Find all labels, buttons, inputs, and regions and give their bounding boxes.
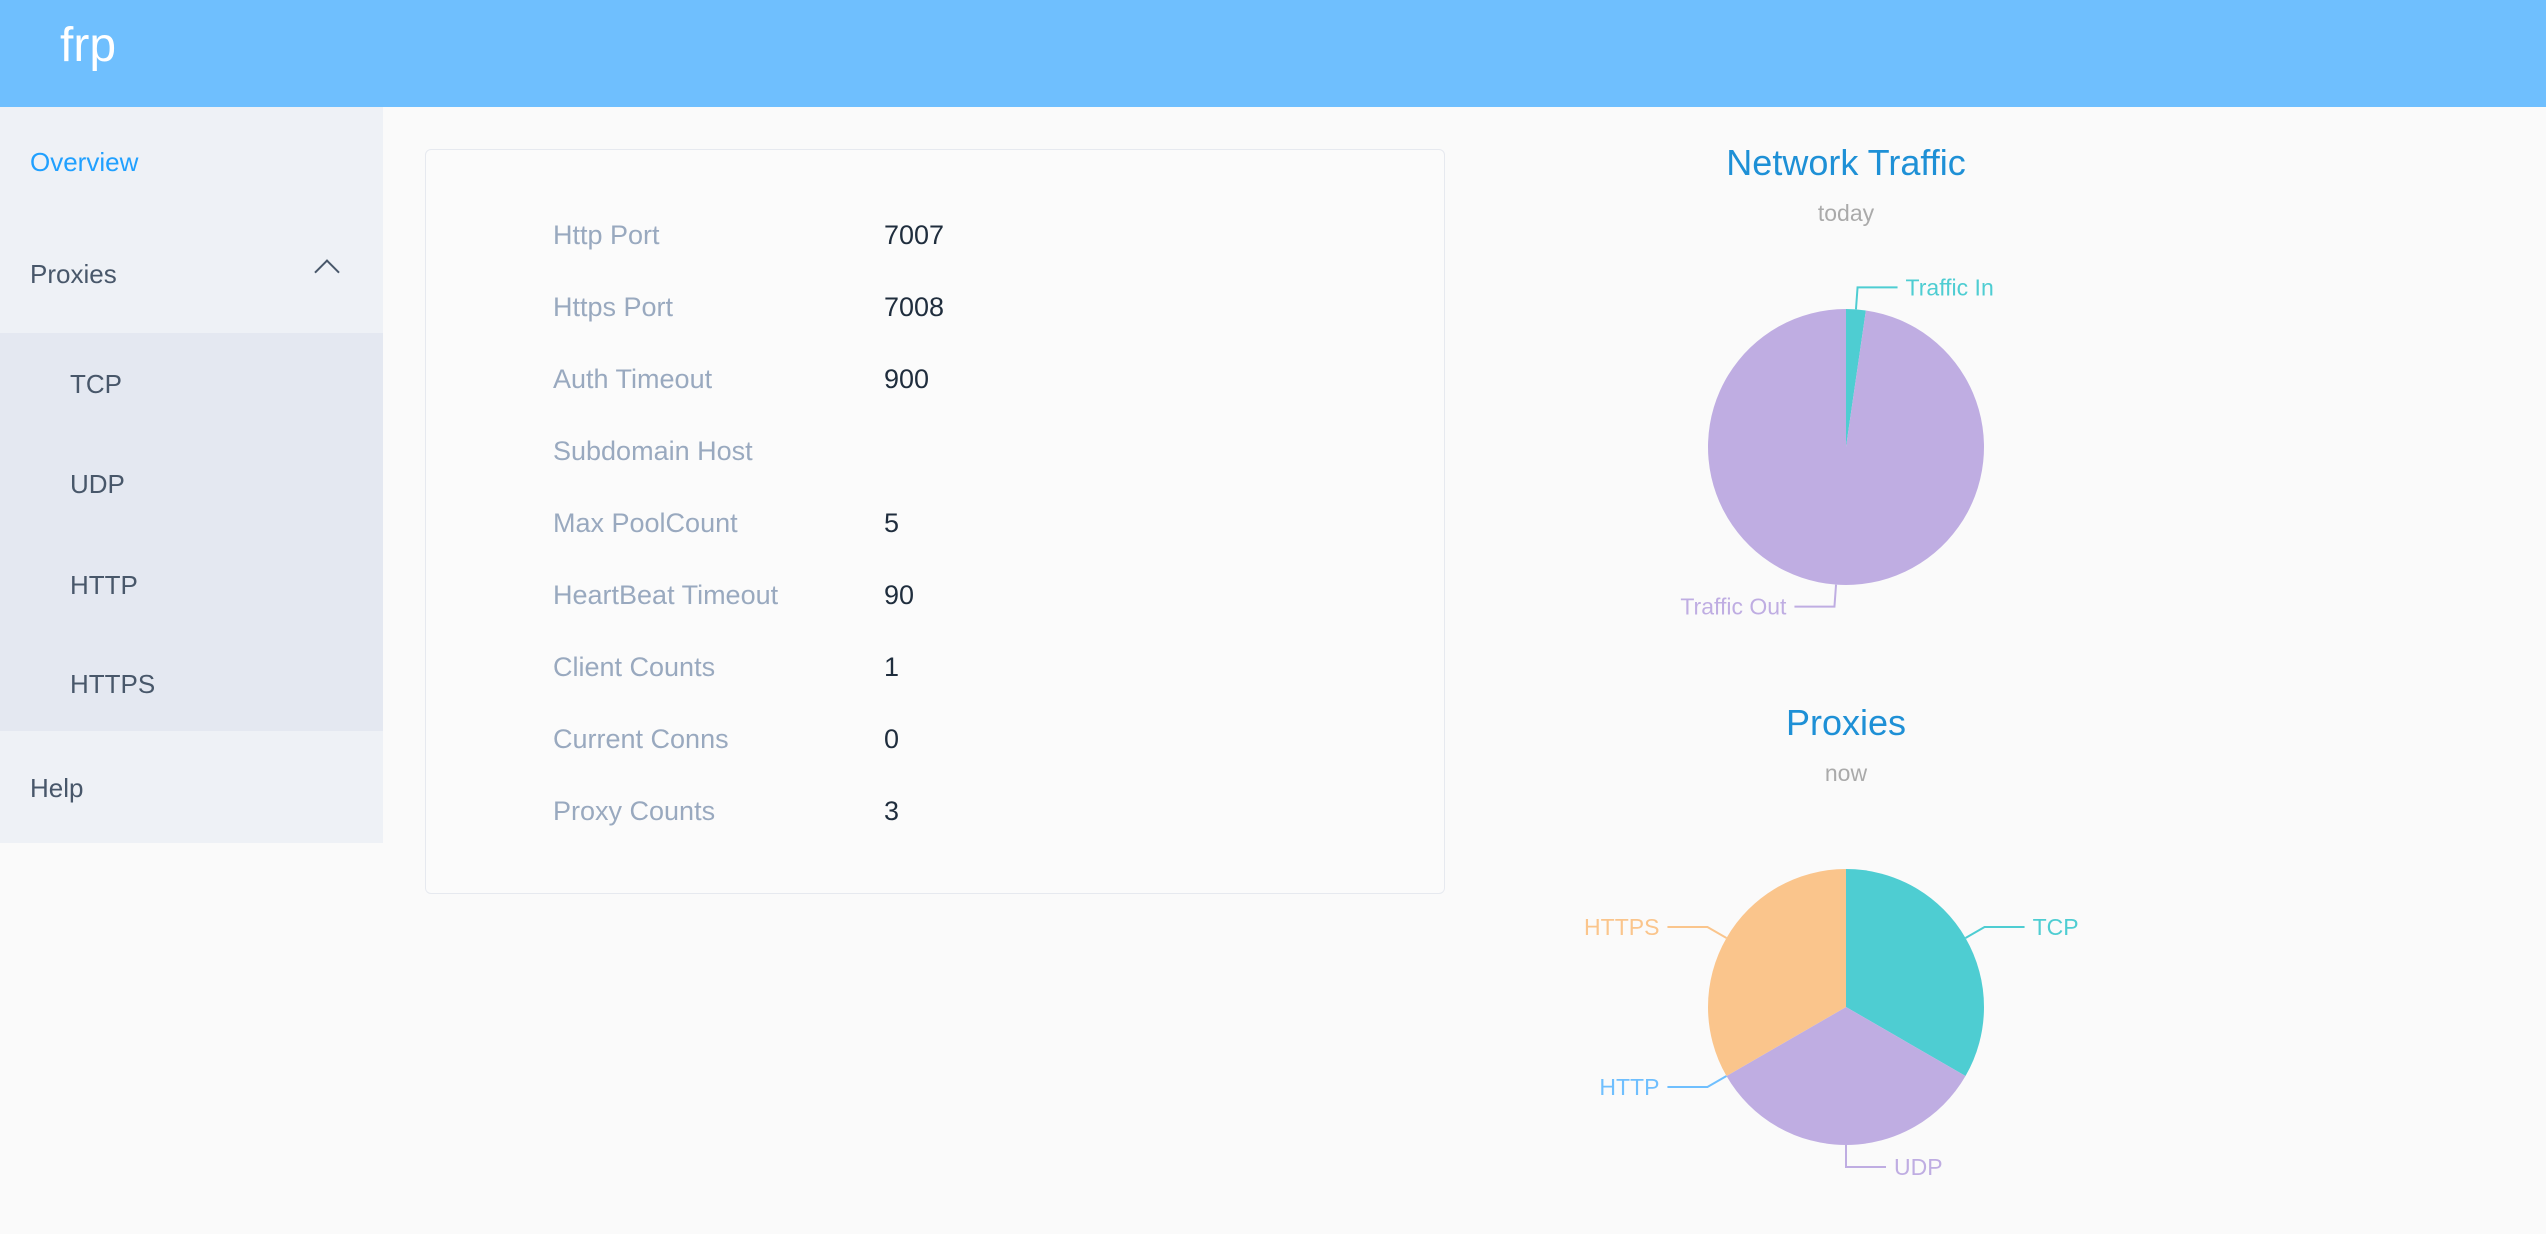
slice-label: Traffic Out <box>1680 594 1787 620</box>
info-label: Current Conns <box>553 724 729 754</box>
charts: Network Traffic today Traffic In Traffic Ou… <box>1584 142 2079 1180</box>
info-label: Proxy Counts <box>553 796 716 826</box>
label-line <box>1794 584 1838 608</box>
server-info-card: Http Port 7007 Https Port 7008 Auth Timeout 9… <box>425 149 1445 894</box>
chevron-up-icon[interactable] <box>314 259 340 285</box>
label-line <box>1965 926 2025 939</box>
info-value: 90 <box>884 580 915 610</box>
info-value: 3 <box>884 796 900 826</box>
pie-slice <box>1846 868 1985 1076</box>
info-value: 7007 <box>884 220 945 250</box>
pie-slice <box>1846 309 1866 447</box>
sidebar-item-http[interactable]: HTTP <box>70 570 138 600</box>
sidebar: Overview Proxies TCP UDP HTTP HTTPS Help <box>0 107 383 843</box>
info-value: 5 <box>884 508 900 538</box>
sidebar-item-tcp[interactable]: TCP <box>70 369 122 399</box>
slice-label: HTTPS <box>1584 914 1659 940</box>
pie-slice <box>1708 868 1846 1076</box>
info-value: 1 <box>884 652 900 682</box>
slice-label: Traffic In <box>1906 274 1994 300</box>
sidebar-item-udp[interactable]: UDP <box>70 469 125 499</box>
label-line <box>1667 926 1727 939</box>
pie-slice <box>1708 308 1984 585</box>
pie-slice <box>1726 1007 1966 1146</box>
top-header: frp <box>0 0 2546 107</box>
proxies-submenu: TCP UDP HTTP HTTPS <box>0 333 383 731</box>
sidebar-item-help[interactable]: Help <box>30 773 84 803</box>
sidebar-item-https[interactable]: HTTPS <box>70 669 156 699</box>
sidebar-item-proxies[interactable]: Proxies <box>30 259 117 289</box>
info-value: 900 <box>884 364 930 394</box>
info-label: Auth Timeout <box>553 364 713 394</box>
info-value: 0 <box>884 724 900 754</box>
info-label: Https Port <box>553 292 674 322</box>
slice-label: HTTP <box>1599 1074 1659 1100</box>
sidebar-item-overview[interactable]: Overview <box>30 147 139 177</box>
label-line <box>1845 1145 1886 1168</box>
slice-label: TCP <box>2033 914 2079 940</box>
app-logo: frp <box>60 19 117 72</box>
info-label: Subdomain Host <box>553 436 753 466</box>
info-value: 7008 <box>884 292 945 322</box>
chart-subtitle: now <box>1825 760 1868 786</box>
label-line <box>1854 286 1898 310</box>
label-line <box>1667 1075 1727 1088</box>
chart-title: Proxies <box>1786 702 1906 743</box>
info-label: Http Port <box>553 220 660 250</box>
info-label: Max PoolCount <box>553 508 738 538</box>
chart-title: Network Traffic <box>1726 142 1965 183</box>
slice-label: UDP <box>1894 1154 1943 1180</box>
chart-subtitle: today <box>1818 200 1875 226</box>
info-label: HeartBeat Timeout <box>553 580 779 610</box>
info-label: Client Counts <box>553 652 716 682</box>
